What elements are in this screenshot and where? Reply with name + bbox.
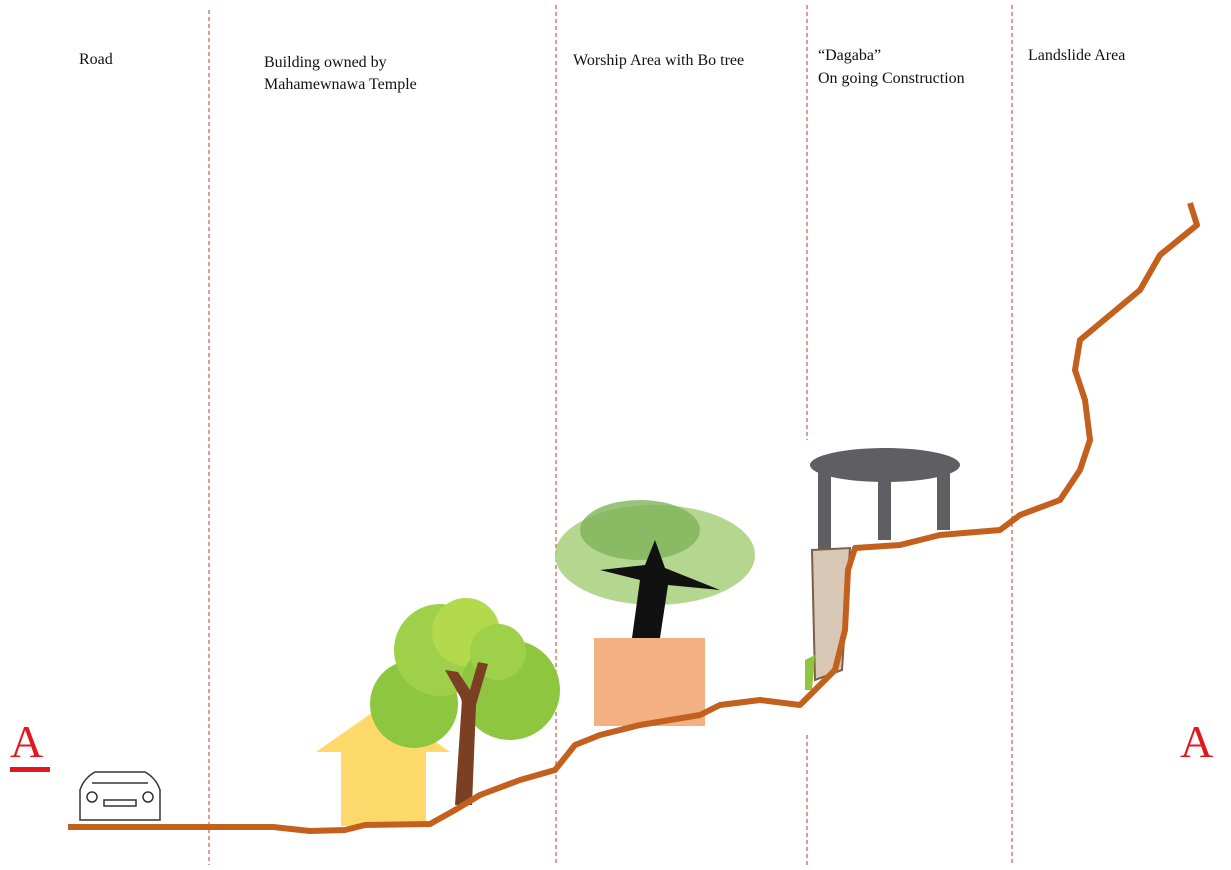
section-marker: A (10, 716, 43, 767)
car-icon (79, 771, 161, 821)
section-marker: A (1180, 716, 1213, 767)
zone-label: Landslide Area (1028, 47, 1125, 64)
zone-label: Worship Area with Bo tree (573, 52, 744, 69)
ground-profile (68, 202, 1200, 834)
bo-tree (555, 500, 755, 726)
dividers (208, 5, 1013, 865)
zone-label: Road (79, 51, 113, 68)
marker-underline (10, 767, 50, 772)
zone-label: Mahamewnawa Temple (264, 76, 417, 93)
zone-label: “Dagaba” (818, 47, 881, 64)
tree (370, 598, 560, 805)
zone-label: Building owned by (264, 54, 387, 71)
dagaba (805, 448, 960, 690)
zone-label: On going Construction (818, 70, 965, 87)
